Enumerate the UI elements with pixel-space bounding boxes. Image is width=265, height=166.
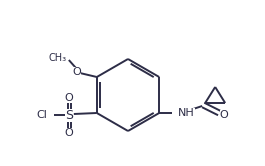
Text: O: O (64, 128, 73, 138)
Text: O: O (64, 93, 73, 103)
Text: Cl: Cl (36, 110, 47, 120)
Text: O: O (220, 110, 228, 120)
Text: CH₃: CH₃ (49, 53, 67, 63)
Text: S: S (65, 109, 73, 122)
Text: O: O (72, 67, 81, 77)
Text: NH: NH (178, 108, 195, 118)
